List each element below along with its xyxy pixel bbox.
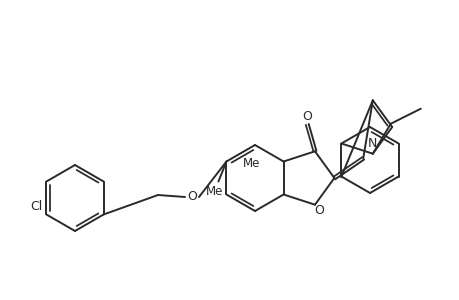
Text: Me: Me	[243, 157, 260, 169]
Text: Cl: Cl	[30, 200, 42, 213]
Text: Me: Me	[205, 185, 223, 198]
Text: O: O	[302, 110, 312, 123]
Text: O: O	[313, 204, 323, 217]
Text: N: N	[367, 137, 377, 150]
Text: O: O	[187, 190, 196, 203]
